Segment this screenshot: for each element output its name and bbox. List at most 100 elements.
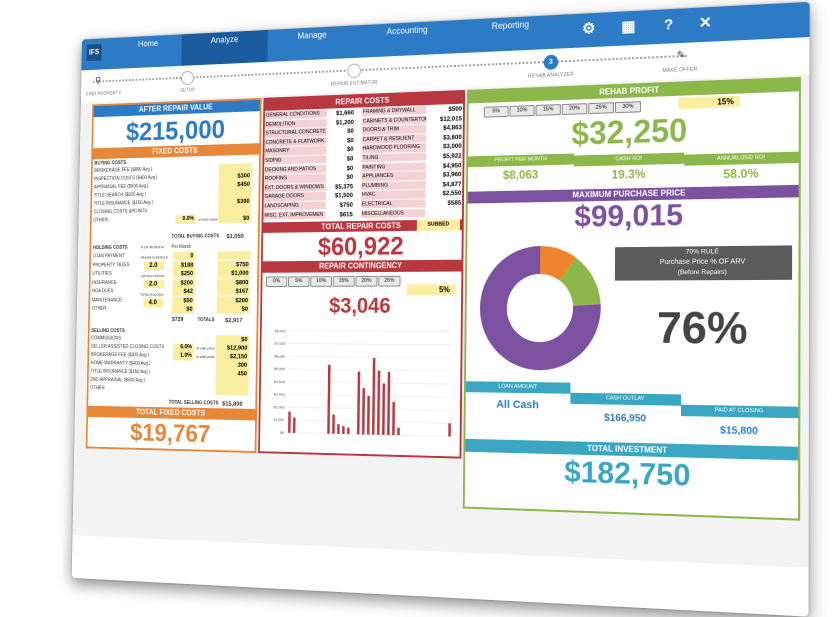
buying-row-label: TITLE SEARCH ($300 Avg.) <box>94 192 146 199</box>
contingency-button[interactable]: 10% <box>310 276 332 287</box>
repair-row: MISC. EXT. IMPROVEMEN $615 <box>263 210 361 221</box>
selling-row-label: COMMISSIONS <box>91 336 121 342</box>
rule-box: 70% RULE Purchase Price % OF ARV (Before… <box>615 245 792 280</box>
holding-row-permonth[interactable]: 0 <box>173 252 195 261</box>
selling-row-value[interactable]: $0 <box>216 335 249 344</box>
rule-line-3: (Before Repairs) <box>615 267 792 278</box>
calculator-icon[interactable]: ▦ <box>618 17 638 38</box>
selling-row-value[interactable]: $2,150 <box>216 352 249 361</box>
chart-bar <box>288 412 291 433</box>
paid-at-closing-value: $15,800 <box>681 419 798 444</box>
contingency-button[interactable]: 0% <box>266 276 287 287</box>
selling-row-value[interactable]: $12,900 <box>216 344 249 353</box>
rehab-profit-pct[interactable]: 15% <box>678 96 740 109</box>
repair-row-value[interactable]: $1,500 <box>326 192 353 202</box>
paid-at-closing-label: PAID AT CLOSING <box>681 405 798 419</box>
holding-row-total: $200 <box>217 296 250 305</box>
tab-home[interactable]: Home <box>114 34 181 69</box>
subbed-toggle[interactable]: SUBBED <box>417 219 460 230</box>
repair-row-value[interactable]: $5,375 <box>326 182 353 192</box>
selling-row-label: 2ND APPRAISAL ($500 Avg.) <box>90 377 145 383</box>
chart-bar <box>357 372 360 435</box>
repair-row-value[interactable]: $615 <box>326 210 353 219</box>
rule-value: 76% <box>614 287 792 371</box>
repair-row-value[interactable]: $585 <box>425 199 461 209</box>
step-label-offer: MAKE OFFER <box>662 67 697 75</box>
buying-row-label: OTHER <box>93 218 108 224</box>
edit-icon[interactable]: ✎ <box>675 49 688 63</box>
rehab-pct-button[interactable]: 15% <box>535 104 560 116</box>
rehab-pct-button[interactable]: 25% <box>588 102 614 114</box>
selling-pct-1[interactable]: 6.0% <box>173 344 194 353</box>
months-input[interactable]: 2.0 <box>144 280 164 288</box>
buying-row-value[interactable]: $0 <box>218 214 251 223</box>
rehab-pct-button[interactable]: 10% <box>509 105 534 117</box>
repair-row-value[interactable]: $3,960 <box>426 170 462 180</box>
selling-pct-2[interactable]: 1.0% <box>173 352 194 361</box>
rehab-pct-button[interactable]: 5% <box>484 106 509 118</box>
repair-chart: $8,000$7,000$6,000$5,000$4,000$3,000$2,0… <box>260 323 461 452</box>
step-label-rehab: REHAB ANALYZER <box>528 72 574 80</box>
repair-row-value[interactable] <box>425 208 461 218</box>
holding-row-label: HOA DUES <box>92 289 113 295</box>
selling-row-value[interactable] <box>215 386 248 395</box>
chart-bar <box>327 365 330 434</box>
repair-row-value[interactable]: $0 <box>326 173 353 183</box>
holding-row-permonth[interactable]: $200 <box>172 278 194 287</box>
step-setup[interactable] <box>181 71 194 85</box>
contingency-button[interactable]: 25% <box>378 276 400 287</box>
gear-icon[interactable]: ⚙ <box>579 19 599 40</box>
selling-row-label: HOME WARRANTY ($400 Avg.) <box>91 361 151 367</box>
total-buying-label: TOTAL BUYING COSTS <box>172 234 220 240</box>
rehab-stat: CASH ROI 19.3% <box>574 153 684 185</box>
total-investment-value: $182,750 <box>465 453 798 498</box>
holding-row-permonth[interactable]: $0 <box>172 305 194 313</box>
rehab-pct-button[interactable]: 20% <box>562 103 588 115</box>
total-buying-value: $1,050 <box>226 233 243 240</box>
holding-row-label: MAINTENANCE <box>92 297 122 303</box>
repair-row-value[interactable]: $4,877 <box>426 180 462 190</box>
contingency-button[interactable]: 5% <box>288 276 310 287</box>
chart-bar <box>342 426 345 434</box>
holding-row-permonth[interactable]: $42 <box>172 287 194 295</box>
repair-row-value[interactable]: $750 <box>326 201 353 211</box>
buying-row-label: APPRAISAL FEE ($500 Avg.) <box>94 184 149 191</box>
months-input[interactable]: 4.0 <box>143 299 163 307</box>
chart-bar <box>382 384 385 435</box>
help-icon[interactable]: ? <box>658 15 678 36</box>
holding-row-permonth[interactable]: $250 <box>173 269 195 278</box>
rehab-stat: PROFIT PER MONTH $8,063 <box>468 154 574 185</box>
repair-row-value[interactable]: $2,550 <box>426 189 462 199</box>
repair-row-value[interactable]: $0 <box>326 164 353 174</box>
repair-costs-panel: REPAIR COSTS GENERAL CONDITIONS $1,660 DEM… <box>258 90 465 459</box>
buying-row-label: TITLE INSURANCE ($150 Avg.) <box>94 200 153 207</box>
cash-outlay-label: CASH OUTLAY <box>570 393 681 406</box>
mpp-value: $99,015 <box>467 196 798 236</box>
repair-row-label: MISC. EXT. IMPROVEMEN <box>263 211 325 221</box>
tab-analyze[interactable]: Analyze <box>181 30 268 66</box>
contingency-header: REPAIR CONTINGENCY <box>263 260 462 273</box>
tab-manage[interactable]: Manage <box>267 25 356 62</box>
screenshot-card: IFS Home Analyze Manage Accounting Repor… <box>72 2 810 617</box>
close-icon[interactable]: ✕ <box>695 13 716 34</box>
rehab-pct-button[interactable]: 30% <box>615 101 641 113</box>
holding-row-label: PROPERTY TAXES <box>92 262 129 268</box>
selling-row-value[interactable]: 300 <box>216 361 249 370</box>
holding-row-permonth[interactable]: $50 <box>172 296 194 304</box>
rehab-profit-panel: REHAB PROFIT 15% $32,250 MAXIMUM PURCHAS… <box>463 77 801 521</box>
month-label: REHAB SCHEDULE <box>141 256 168 260</box>
step-rehab[interactable]: 3 <box>544 55 559 70</box>
chart-gridline <box>288 369 453 371</box>
repair-row-value[interactable]: $0 <box>326 145 353 155</box>
step-repair[interactable] <box>347 63 361 78</box>
holding-row-permonth[interactable]: $188 <box>173 261 195 270</box>
selling-row-label: SELLER ASSISTED CLOSING COSTS <box>91 344 164 350</box>
months-input[interactable]: 2.0 <box>144 261 164 270</box>
repair-row-value[interactable]: $0 <box>326 155 353 165</box>
contingency-button[interactable]: 15% <box>333 276 355 287</box>
tab-reporting[interactable]: Reporting <box>458 15 564 54</box>
tab-accounting[interactable]: Accounting <box>357 20 459 58</box>
closing-pct-input[interactable]: 0.0% <box>175 215 196 224</box>
contingency-button[interactable]: 20% <box>355 276 377 287</box>
search-icon[interactable]: ⚲ <box>93 75 104 87</box>
